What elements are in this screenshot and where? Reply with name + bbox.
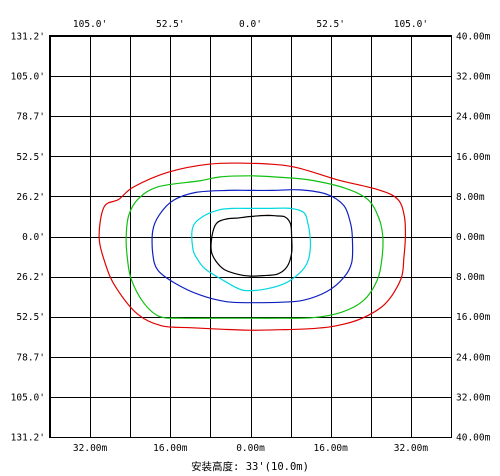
right-tick-label: 40.00m [456, 32, 491, 43]
isolux-contour [210, 214, 293, 277]
bottom-tick-label: 0.00m [236, 443, 265, 454]
left-tick-label: 105.0' [11, 72, 45, 83]
right-tick-label: 24.00m [456, 352, 491, 363]
right-tick-label: 24.00m [456, 112, 491, 123]
right-tick-label: 32.00m [456, 392, 491, 403]
right-tick-label: 16.00m [456, 312, 491, 323]
left-tick-label: 131.2' [11, 433, 45, 444]
left-tick-label: 52.5' [16, 152, 45, 163]
left-tick-label: 0.0' [22, 232, 45, 243]
isolux-contour [98, 162, 407, 331]
top-tick-label: 105.0' [394, 19, 428, 30]
left-tick-label: 78.7' [16, 352, 45, 363]
right-tick-label: 8.00m [456, 272, 485, 283]
bottom-tick-label: 16.00m [153, 443, 188, 454]
top-tick-label: 0.0' [239, 19, 262, 30]
isolux-contour [151, 189, 354, 304]
left-tick-label: 105.0' [11, 392, 45, 403]
right-tick-label: 0.00m [456, 232, 485, 243]
bottom-tick-label: 16.00m [314, 443, 349, 454]
grid [50, 36, 452, 438]
left-tick-label: 52.5' [16, 312, 45, 323]
right-tick-label: 32.00m [456, 72, 491, 83]
left-tick-label: 26.2' [16, 272, 45, 283]
bottom-axis: 32.00m 16.00m 0.00m 16.00m 32.00m [73, 443, 428, 454]
isolux-contour [125, 175, 384, 319]
left-axis: 131.2' 105.0' 78.7' 52.5' 26.2' 0.0' 26.2' 52.5… [11, 32, 45, 444]
right-tick-label: 16.00m [456, 152, 491, 163]
top-tick-label: 52.5' [316, 19, 345, 30]
isolux-contour [191, 207, 312, 292]
plot-frame [49, 35, 452, 438]
left-tick-label: 131.2' [11, 32, 45, 43]
right-tick-label: 8.00m [456, 192, 485, 203]
mounting-height-caption: 安装高度: 33'(10.0m) [191, 460, 309, 473]
top-axis: 105.0' 52.5' 0.0' 52.5' 105.0' [73, 19, 428, 30]
top-tick-label: 105.0' [73, 19, 107, 30]
left-tick-label: 26.2' [16, 192, 45, 203]
right-axis: 40.00m 32.00m 24.00m 16.00m 8.00m 0.00m 8.00m 1… [456, 32, 491, 444]
top-tick-label: 52.5' [156, 19, 185, 30]
bottom-tick-label: 32.00m [73, 443, 108, 454]
contour-lines [98, 162, 407, 331]
bottom-tick-label: 32.00m [394, 443, 429, 454]
right-tick-label: 40.00m [456, 433, 491, 444]
left-tick-label: 78.7' [16, 112, 45, 123]
